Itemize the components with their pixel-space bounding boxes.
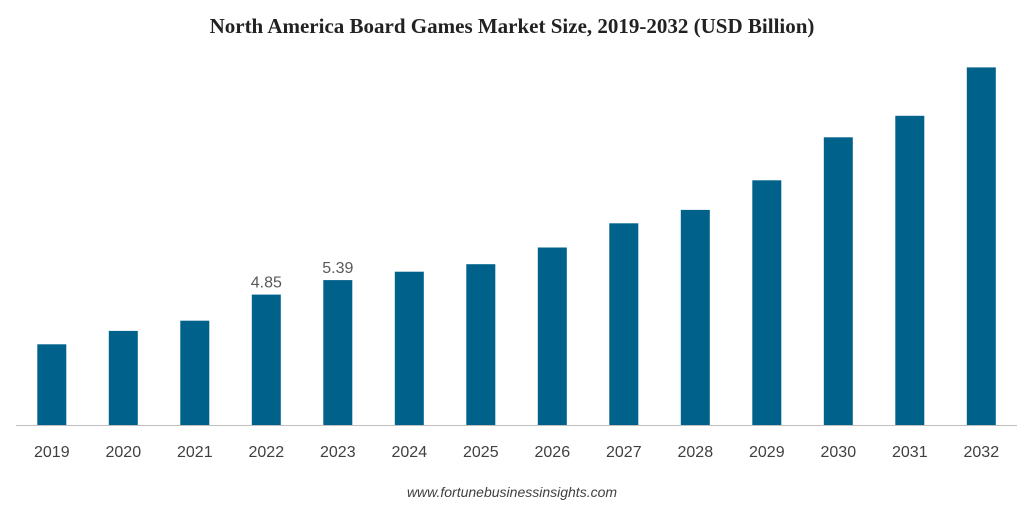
x-tick-label-2023: 2023 [320,444,356,461]
bar-2030 [823,137,853,426]
source-url: www.fortunebusinessinsights.com [406,484,618,500]
x-tick-label-2026: 2026 [535,444,571,461]
bar-2023 [323,280,353,425]
bar-2029 [752,180,782,425]
bar-2022 [251,294,281,425]
x-tick-label-2019: 2019 [34,444,70,461]
bar-2032 [966,67,996,426]
x-tick-label-2021: 2021 [177,444,213,461]
x-tick-label-2030: 2030 [821,444,857,461]
data-label-2023: 5.39 [322,260,353,277]
bar-2021 [180,320,210,425]
bar-2026 [537,247,567,425]
x-tick-label-2027: 2027 [606,444,642,461]
bar-2020 [108,330,138,425]
x-tick-label-2029: 2029 [749,444,785,461]
x-tick-label-2025: 2025 [463,444,499,461]
bar-2019 [37,344,67,425]
bar-2031 [895,115,925,426]
data-label-2022: 4.85 [251,275,282,292]
x-tick-label-2022: 2022 [249,444,285,461]
bar-2028 [680,209,710,425]
bar-2024 [394,271,424,425]
x-tick-label-2020: 2020 [106,444,142,461]
bar-2027 [609,223,639,425]
x-tick-label-2024: 2024 [392,444,428,461]
x-tick-label-2028: 2028 [678,444,714,461]
bar-2025 [466,264,496,425]
x-tick-label-2032: 2032 [964,444,1000,461]
x-tick-label-2031: 2031 [892,444,928,461]
chart-title: North America Board Games Market Size, 2… [209,14,815,38]
